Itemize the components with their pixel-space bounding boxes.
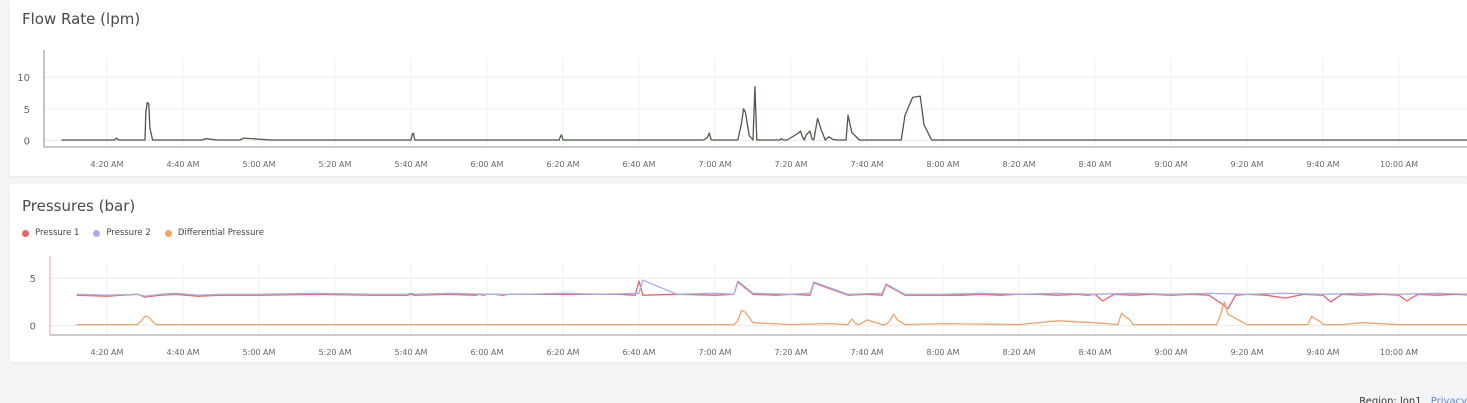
y-tick-label: 10 xyxy=(17,73,30,84)
x-tick-label: 6:00 AM xyxy=(471,348,504,357)
y-tick-label: 0 xyxy=(30,322,36,333)
x-tick-label: 4:20 AM xyxy=(91,160,124,169)
legend-label-differential-pressure: Differential Pressure xyxy=(177,228,264,238)
flow-rate-panel: Flow Rate (lpm) 0 5 10 4:20 AM 4:40 AM 5:00 A… xyxy=(10,0,1467,176)
x-tick-label: 10:00 AM xyxy=(1380,348,1418,357)
legend-item-pressure-2[interactable]: Pressure 2 xyxy=(93,228,151,238)
x-tick-label: 7:00 AM xyxy=(699,348,732,357)
x-tick-label: 5:40 AM xyxy=(395,348,428,357)
region-label: Region: lon1 xyxy=(1359,396,1422,403)
x-tick-label: 6:20 AM xyxy=(547,160,580,169)
series-line-differential-pressure[interactable] xyxy=(76,292,1467,326)
x-tick-label: 5:20 AM xyxy=(319,160,352,169)
x-tick-label: 8:40 AM xyxy=(1079,348,1112,357)
y-tick-label: 0 xyxy=(24,137,30,148)
series-line-pressure-2[interactable] xyxy=(76,279,1467,300)
x-tick-label: 8:20 AM xyxy=(1003,348,1036,357)
legend-label-pressure-2: Pressure 2 xyxy=(106,228,151,238)
x-tick-label: 9:00 AM xyxy=(1155,348,1188,357)
x-tick-label: 5:00 AM xyxy=(243,348,276,357)
privacy-link[interactable]: Privacy xyxy=(1430,396,1467,403)
footer: Region: lon1 Privacy xyxy=(1359,393,1467,403)
x-tick-label: 9:40 AM xyxy=(1307,348,1340,357)
x-tick-label: 6:00 AM xyxy=(471,160,504,169)
series-line-flow-rate[interactable] xyxy=(61,85,1467,141)
x-tick-label: 5:00 AM xyxy=(243,160,276,169)
x-tick-label: 8:20 AM xyxy=(1003,160,1036,169)
x-tick-label: 7:00 AM xyxy=(699,160,732,169)
x-tick-label: 9:40 AM xyxy=(1307,160,1340,169)
x-tick-label: 5:40 AM xyxy=(395,160,428,169)
legend-dot-pressure-1 xyxy=(22,229,29,237)
legend-label-pressure-1: Pressure 1 xyxy=(35,228,80,238)
legend-dot-pressure-2 xyxy=(93,229,101,237)
x-tick-label: 5:20 AM xyxy=(319,348,352,357)
x-tick-label: 4:20 AM xyxy=(91,348,124,357)
y-tick-label: 5 xyxy=(24,105,30,116)
x-tick-label: 9:00 AM xyxy=(1155,160,1188,169)
x-tick-label: 7:20 AM xyxy=(775,160,808,169)
x-tick-label: 8:40 AM xyxy=(1079,160,1112,169)
legend-dot-differential-pressure xyxy=(164,229,172,237)
pressures-chart[interactable]: 0 5 4:20 AM 4:40 AM 5:00 AM 5:20 AM 5:40 AM 6:0… xyxy=(10,184,1467,362)
x-tick-label: 4:40 AM xyxy=(167,348,200,357)
x-tick-label: 8:00 AM xyxy=(927,160,960,169)
flow-rate-title: Flow Rate (lpm) xyxy=(22,10,141,28)
x-tick-label: 10:00 AM xyxy=(1380,160,1418,169)
x-tick-label: 7:40 AM xyxy=(851,160,884,169)
x-tick-label: 9:20 AM xyxy=(1231,160,1264,169)
legend-item-pressure-1[interactable]: Pressure 1 xyxy=(22,228,79,238)
pressures-title: Pressures (bar) xyxy=(22,197,136,215)
flow-rate-chart[interactable]: 0 5 10 4:20 AM 4:40 AM 5:00 AM 5:20 AM 5:40 AM 6… xyxy=(10,0,1467,176)
x-tick-label: 7:40 AM xyxy=(851,348,884,357)
x-tick-label: 6:40 AM xyxy=(623,160,656,169)
x-tick-label: 7:20 AM xyxy=(775,348,808,357)
x-tick-label: 8:00 AM xyxy=(927,348,960,357)
pressures-legend: Pressure 1 Pressure 2 Differential Press… xyxy=(22,228,264,238)
x-tick-label: 6:40 AM xyxy=(623,348,656,357)
x-tick-label: 6:20 AM xyxy=(547,348,580,357)
x-tick-label: 4:40 AM xyxy=(167,160,200,169)
legend-item-differential-pressure[interactable]: Differential Pressure xyxy=(164,228,264,238)
x-tick-label: 9:20 AM xyxy=(1231,348,1264,357)
pressures-panel: Pressures (bar) Pressure 1 Pressure 2 Di… xyxy=(10,184,1467,362)
y-tick-label: 5 xyxy=(30,274,36,285)
